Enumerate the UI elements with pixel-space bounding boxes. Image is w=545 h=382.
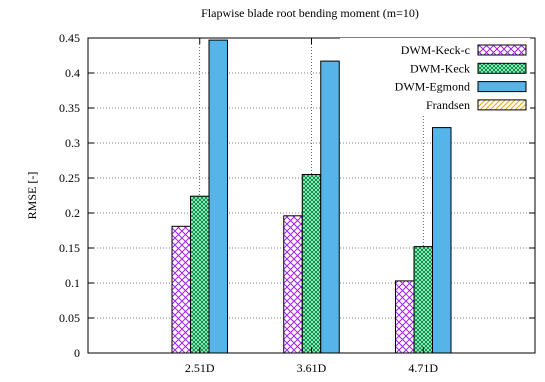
- bar-dwm-keck-4-71d: [413, 246, 433, 354]
- legend-swatch: [477, 99, 527, 111]
- bar-dwm-keck-3-61d: [301, 174, 322, 354]
- legend-swatch: [477, 44, 527, 56]
- chart-title: Flapwise blade root bending moment (m=10…: [201, 6, 419, 20]
- y-tick-label: 0.4: [65, 66, 80, 80]
- bars: [171, 39, 452, 354]
- legend-label: DWM-Keck-c: [401, 43, 470, 57]
- y-tick-label: 0.3: [65, 136, 80, 150]
- y-tick-label: 0.45: [59, 31, 80, 45]
- bar-dwm-keck-c-4-71d: [395, 280, 415, 354]
- legend-swatch: [477, 81, 527, 93]
- legend: DWM-Keck-c DWM-Keck DWM-Egmond Frandsen: [340, 38, 530, 116]
- bar-dwm-egmond-2-51d: [208, 39, 228, 354]
- y-tick-label: 0: [74, 346, 80, 360]
- x-tick-label: 4.71D: [408, 361, 438, 375]
- legend-label: DWM-Keck: [410, 61, 470, 75]
- legend-label: DWM-Egmond: [395, 80, 470, 94]
- bar-dwm-egmond-3-61d: [320, 60, 340, 354]
- y-tick-label: 0.15: [59, 241, 80, 255]
- y-tick-label: 0.05: [59, 311, 80, 325]
- bar-dwm-keck-c-2-51d: [171, 225, 191, 354]
- y-tick-label: 0.2: [65, 206, 80, 220]
- x-tick-label: 2.51D: [185, 361, 215, 375]
- bar-dwm-keck-c-3-61d: [283, 215, 303, 354]
- y-axis-label: RMSE [-]: [25, 172, 39, 220]
- legend-swatch: [477, 62, 527, 74]
- y-tick-label: 0.35: [59, 101, 80, 115]
- y-tick-label: 0.25: [59, 171, 80, 185]
- bar-dwm-keck-2-51d: [190, 195, 210, 354]
- y-tick-label: 0.1: [65, 276, 80, 290]
- bar-dwm-egmond-4-71d: [432, 127, 452, 354]
- x-axis-ticks: 2.51D 3.61D 4.71D: [185, 38, 438, 375]
- y-axis-ticks: 0 0.05 0.1 0.15 0.2 0.25 0.3 0.35 0.4 0.45: [59, 31, 535, 360]
- legend-label: Frandsen: [426, 98, 470, 112]
- x-tick-label: 3.61D: [297, 361, 327, 375]
